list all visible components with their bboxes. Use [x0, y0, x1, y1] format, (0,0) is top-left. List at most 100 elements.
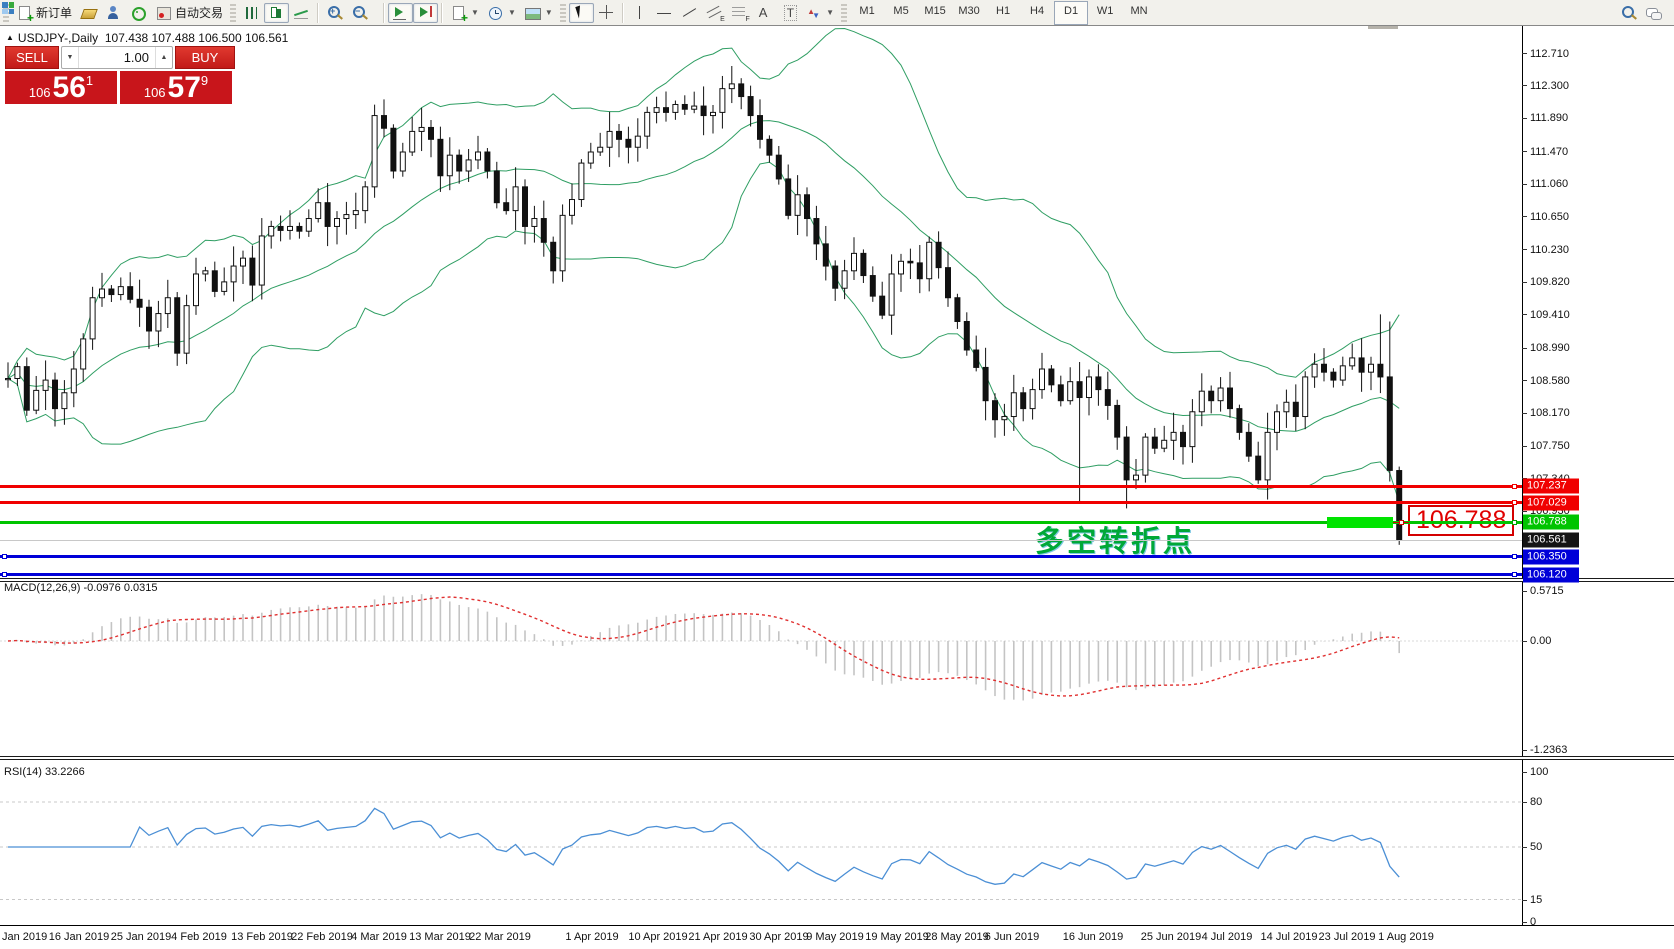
- pane-separator-rsi[interactable]: [0, 756, 1674, 760]
- tab-timeframe-M5[interactable]: M5: [893, 4, 909, 17]
- channel-button[interactable]: E: [702, 3, 727, 23]
- hline-106.350[interactable]: [0, 555, 1522, 559]
- date-label: 19 May 2019: [865, 931, 929, 943]
- volume-value[interactable]: 1.00: [123, 50, 149, 65]
- candlestick-button[interactable]: [264, 2, 290, 23]
- new-chart-button[interactable]: + ▼: [446, 3, 483, 24]
- hline-107.237[interactable]: [0, 484, 1522, 488]
- line-chart-button[interactable]: [289, 3, 314, 23]
- text-label-button[interactable]: T: [780, 3, 801, 23]
- tab-timeframe-M15[interactable]: M15: [924, 4, 946, 17]
- price-callout-106788[interactable]: 106.788: [1408, 505, 1515, 536]
- volume-up-button[interactable]: ▲: [155, 47, 172, 68]
- arrows-button[interactable]: ▲ ▼ ▼: [801, 3, 838, 23]
- one-click-trading-panel: SELL ▼ 1.00 ▲ BUY 106 56 1 106 57 9: [5, 46, 235, 104]
- bar-chart-button[interactable]: [239, 3, 264, 23]
- price-tick-label: 109.410: [1530, 308, 1570, 321]
- buy-price[interactable]: 106 57 9: [120, 71, 232, 104]
- hline-106.120[interactable]: [0, 573, 1522, 577]
- line-handle[interactable]: [1512, 500, 1517, 506]
- chart-canvas: [0, 27, 1522, 900]
- hline-106.561[interactable]: [0, 539, 1522, 541]
- date-label: 22 Mar 2019: [469, 931, 531, 943]
- hline-106.788[interactable]: [0, 520, 1522, 524]
- tab-timeframe-H1[interactable]: H1: [996, 4, 1011, 17]
- horizontal-line-button[interactable]: [652, 3, 677, 23]
- zoom-out-button[interactable]: −: [347, 3, 372, 23]
- timeframe-bar: M1 M5 M15 M30 H1 H4 D1 W1 MN: [850, 0, 1156, 25]
- trendline-button[interactable]: [677, 3, 702, 23]
- chart-shift-button[interactable]: [413, 2, 439, 23]
- chat-button[interactable]: [1641, 3, 1666, 23]
- fibonacci-button[interactable]: F: [727, 3, 752, 23]
- autotrading-button[interactable]: 自动交易: [151, 3, 227, 23]
- macd-tick-label: 0.00: [1530, 635, 1552, 647]
- price-tick-label: 112.710: [1530, 47, 1569, 60]
- buy-button[interactable]: BUY: [175, 46, 235, 69]
- chart-shift-icon: [417, 5, 434, 21]
- chevron-down-icon: ▼: [826, 8, 835, 17]
- date-label: 4 Jul 2019: [1201, 931, 1253, 943]
- rsi-tick: [1522, 847, 1527, 848]
- pane-separator-macd[interactable]: [0, 578, 1674, 582]
- search-button[interactable]: [1616, 3, 1641, 23]
- profile-icon: [105, 5, 122, 21]
- chart-scrollbar[interactable]: [1368, 26, 1398, 29]
- cursor-button[interactable]: [568, 2, 594, 23]
- candlestick-icon: [268, 5, 285, 21]
- line-handle[interactable]: [2, 554, 7, 560]
- tab-timeframe-M30[interactable]: M30: [958, 4, 980, 17]
- price-tick: [1522, 380, 1527, 382]
- line-handle[interactable]: [1512, 572, 1517, 578]
- price-tick: [1522, 445, 1527, 447]
- rsi-tick: [1522, 802, 1527, 803]
- line-handle[interactable]: [1512, 519, 1517, 525]
- profiles-button[interactable]: ▼: [483, 3, 520, 23]
- new-order-icon: +: [16, 5, 34, 24]
- new-order-button[interactable]: + 新订单: [12, 3, 76, 24]
- line-handle[interactable]: [1512, 483, 1517, 489]
- crosshair-button[interactable]: [594, 3, 619, 23]
- sell-price[interactable]: 106 56 1: [5, 71, 117, 104]
- text-button[interactable]: A: [752, 3, 780, 23]
- sell-button[interactable]: SELL: [5, 46, 59, 69]
- zoom-in-button[interactable]: +: [322, 3, 347, 23]
- toolbar-grip[interactable]: [230, 3, 237, 22]
- macd-tick: [1522, 641, 1527, 642]
- vertical-line-button[interactable]: [627, 3, 652, 23]
- signals-button[interactable]: [126, 3, 151, 23]
- templates-button[interactable]: ▼: [520, 3, 557, 23]
- text-label-icon: T: [783, 4, 798, 21]
- new-chart-icon: +: [450, 5, 468, 24]
- price-tick-label: 110.650: [1530, 210, 1569, 223]
- toolbar-grip[interactable]: [559, 3, 566, 22]
- auto-scroll-button[interactable]: [388, 2, 414, 23]
- volume-stepper: ▼ 1.00 ▲: [61, 46, 173, 69]
- tile-windows-button[interactable]: [2, 2, 380, 23]
- volume-down-button[interactable]: ▼: [62, 47, 79, 68]
- price-label-106.350: 106.350: [1523, 549, 1579, 565]
- bull-bear-annotation[interactable]: 多空转折点: [1035, 526, 1196, 558]
- hline-107.029[interactable]: [0, 501, 1522, 505]
- tab-timeframe-D1[interactable]: D1: [1054, 0, 1089, 25]
- line-handle[interactable]: [2, 572, 7, 578]
- tab-timeframe-W1[interactable]: W1: [1096, 4, 1114, 17]
- tab-timeframe-M1[interactable]: M1: [859, 4, 875, 17]
- date-label: 9 May 2019: [806, 931, 864, 943]
- hline-highlight[interactable]: [1327, 516, 1393, 528]
- line-handle[interactable]: [1512, 554, 1517, 560]
- date-label: 1 Aug 2019: [1378, 931, 1434, 943]
- collapse-icon[interactable]: ▲: [6, 33, 14, 42]
- tab-timeframe-MN[interactable]: MN: [1130, 4, 1148, 17]
- macd-label: MACD(12,26,9) -0.0976 0.0315: [4, 582, 158, 594]
- price-tick: [1522, 151, 1527, 153]
- callout-handle[interactable]: [1399, 519, 1404, 525]
- tab-timeframe-H4[interactable]: H4: [1030, 4, 1045, 17]
- rsi-label: RSI(14) 33.2266: [4, 766, 85, 778]
- profile-button[interactable]: [101, 3, 126, 23]
- eraser-button[interactable]: [76, 3, 101, 23]
- price-tick-label: 107.750: [1530, 440, 1570, 453]
- date-label: 13 Mar 2019: [409, 931, 471, 943]
- bar-chart-icon: [243, 5, 260, 21]
- toolbar-grip[interactable]: [841, 3, 848, 22]
